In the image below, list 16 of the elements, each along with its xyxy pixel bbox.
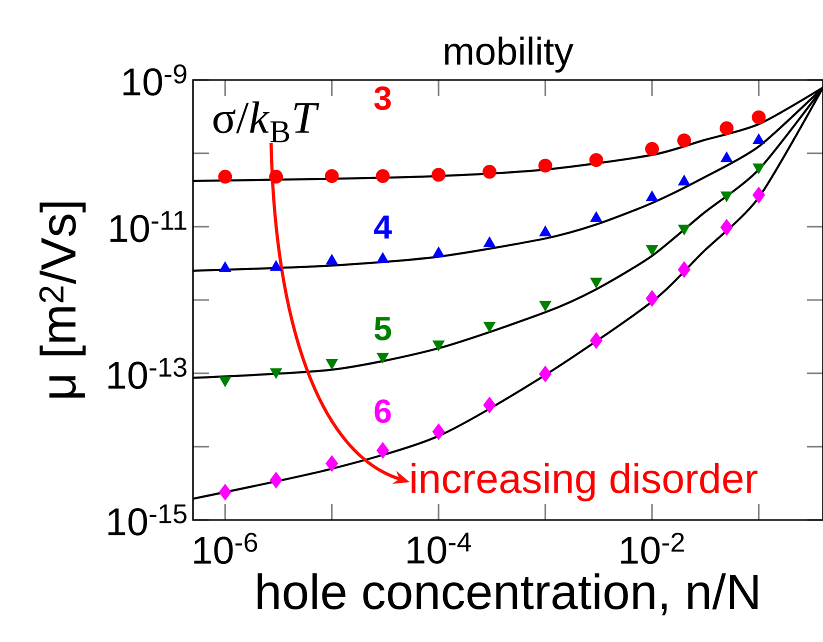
y-tick-label: 10$^{-11}$ (110, 211, 186, 242)
x-tick-label: 10$^{-4}$ (408, 532, 471, 564)
series-label: 6 (374, 399, 391, 424)
chart-title: mobility (445, 36, 574, 73)
series-label: 3 (374, 86, 391, 110)
y-tick-label: 10$^{-15}$ (108, 504, 186, 536)
y-axis-title: μ [m$^{2}$/Vs] (39, 202, 86, 398)
annotation: increasing disorder (412, 462, 758, 502)
y-tick-label: 10$^{-9}$ (123, 64, 186, 96)
x-tick-label: 10$^{-2}$ (621, 532, 684, 564)
series-label: 4 (374, 216, 392, 239)
x-axis-title: hole concentration, n/N (258, 573, 758, 616)
annotation: σ/k$_{B}$T (213, 101, 320, 142)
series-label: 5 (374, 317, 392, 340)
x-tick-label: 10$^{-6}$ (194, 532, 258, 564)
y-tick-label: 10$^{-13}$ (108, 358, 186, 389)
